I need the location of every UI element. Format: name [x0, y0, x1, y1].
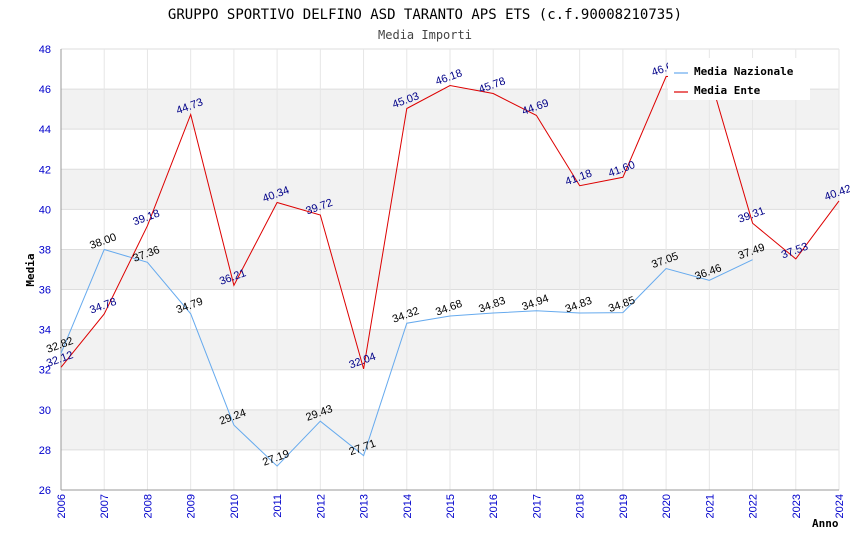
x-axis-label: Anno [812, 517, 839, 530]
chart-subtitle: Media Importi [378, 28, 472, 42]
x-tick-label: 2010 [229, 494, 241, 518]
data-label-ente: 46.18 [434, 67, 464, 88]
data-label-ente: 34.78 [88, 296, 118, 317]
x-tick-label: 2015 [445, 494, 457, 518]
data-label-nazionale: 34.85 [607, 294, 637, 315]
x-tick-label: 2018 [575, 494, 587, 518]
y-axis-label: Media [24, 253, 37, 286]
axes [60, 49, 839, 491]
x-tick-label: 2013 [359, 494, 371, 518]
y-tick-label: 48 [39, 44, 51, 56]
data-label-nazionale: 34.32 [391, 305, 421, 326]
y-tick-label: 32 [39, 365, 51, 377]
data-label-nazionale: 34.94 [520, 293, 550, 314]
y-tick-label: 30 [39, 405, 51, 417]
y-tick-label: 40 [39, 204, 51, 216]
x-tick-label: 2014 [402, 494, 414, 518]
legend-label-ente: Media Ente [694, 84, 761, 97]
y-tick-label: 42 [39, 164, 51, 176]
x-axis-ticks: 2006 2007 2008 2009 2010 2011 2012 2013 2014 2015… [56, 494, 846, 518]
x-tick-label: 2012 [315, 494, 327, 518]
x-tick-label: 2021 [704, 494, 716, 518]
x-tick-label: 2023 [791, 494, 803, 518]
y-tick-label: 38 [39, 244, 51, 256]
y-tick-label: 44 [39, 124, 51, 136]
legend-label-nazionale: Media Nazionale [694, 65, 794, 78]
grid-lines [60, 48, 840, 491]
x-tick-label: 2011 [272, 494, 284, 518]
x-tick-label: 2017 [531, 494, 543, 518]
x-tick-label: 2022 [748, 494, 760, 518]
series-line-nazionale [60, 248, 753, 467]
y-tick-label: 26 [39, 485, 51, 497]
legend: Media Nazionale Media Ente [668, 58, 810, 100]
chart-title: GRUPPO SPORTIVO DELFINO ASD TARANTO APS … [168, 7, 682, 23]
y-tick-label: 46 [39, 84, 51, 96]
y-tick-label: 34 [39, 325, 51, 337]
x-tick-label: 2006 [56, 494, 68, 518]
legend-box [668, 58, 810, 100]
data-label-ente: 39.18 [131, 208, 161, 229]
x-tick-label: 2009 [186, 494, 198, 518]
x-tick-label: 2008 [142, 494, 154, 518]
y-axis-ticks: 26 28 30 32 34 36 38 40 42 44 46 48 [39, 44, 51, 497]
data-label-nazionale: 38.00 [88, 231, 118, 252]
y-tick-label: 36 [39, 285, 51, 297]
y-tick-label: 28 [39, 445, 51, 457]
x-tick-label: 2020 [661, 494, 673, 518]
x-tick-label: 2016 [488, 494, 500, 518]
x-tick-label: 2019 [618, 494, 630, 518]
x-tick-label: 2024 [834, 494, 846, 518]
x-tick-label: 2007 [99, 494, 111, 518]
